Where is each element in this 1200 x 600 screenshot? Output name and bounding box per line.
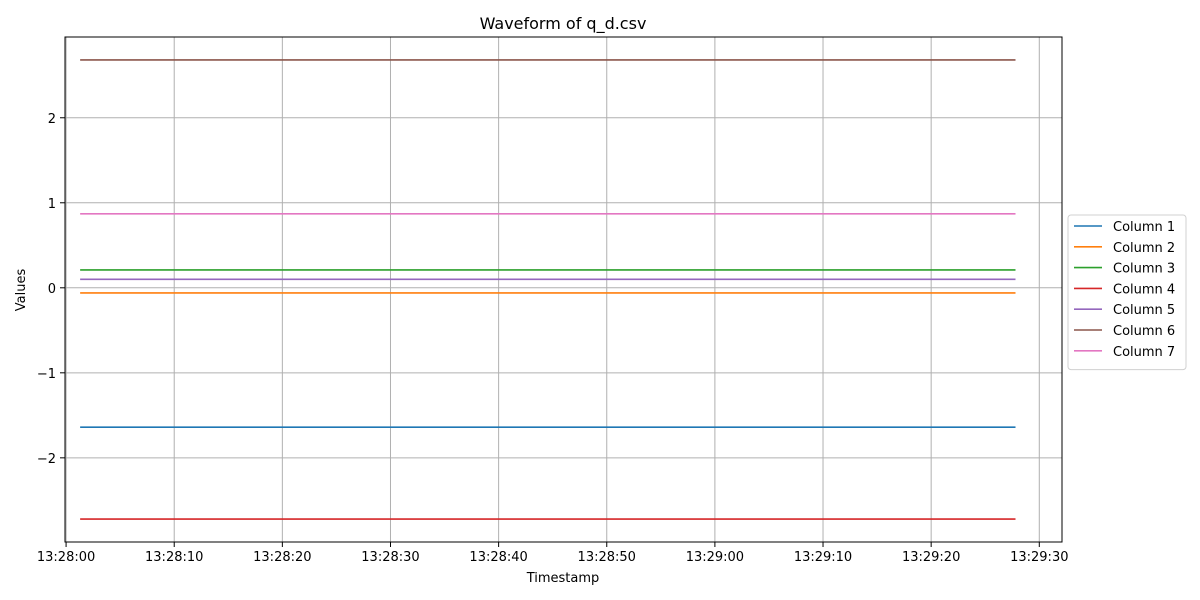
legend-box: [1067, 214, 1187, 371]
grid: [65, 37, 1062, 542]
y-axis-ticks: −2 −1 0 1 2: [37, 112, 65, 467]
legend-label-5: Column 5: [1113, 303, 1175, 318]
plot-area-frame: [64, 36, 1063, 543]
chart-title: Waveform of q_d.csv: [480, 14, 647, 34]
x-tick-label: 13:28:50: [578, 550, 636, 565]
y-tick-label: 0: [48, 282, 56, 297]
y-tick-label: −2: [37, 452, 56, 467]
y-tick-label: 2: [48, 112, 56, 127]
x-tick-label: 13:28:30: [361, 550, 419, 565]
legend-label-7: Column 7: [1113, 345, 1175, 360]
legend-label-1: Column 1: [1113, 220, 1175, 235]
legend-label-2: Column 2: [1113, 241, 1175, 256]
legend-label-3: Column 3: [1113, 262, 1175, 277]
y-tick-label: 1: [48, 197, 56, 212]
x-axis-ticks: 13:28:00 13:28:10 13:28:20 13:28:30 13:28:40…: [37, 542, 1068, 565]
y-axis-label: Values: [14, 269, 29, 312]
x-tick-label: 13:28:40: [469, 550, 527, 565]
x-tick-label: 13:29:00: [686, 550, 744, 565]
x-tick-label: 13:28:00: [37, 550, 95, 565]
x-tick-label: 13:29:10: [794, 550, 852, 565]
legend-label-4: Column 4: [1113, 282, 1175, 297]
legend: Column 1 Column 2 Column 3 Column 4 Column 5…: [1067, 214, 1187, 371]
legend-label-6: Column 6: [1113, 324, 1175, 339]
y-tick-label: −1: [37, 367, 56, 382]
x-tick-label: 13:28:10: [145, 550, 203, 565]
x-tick-label: 13:28:20: [253, 550, 311, 565]
x-axis-label: Timestamp: [526, 571, 600, 586]
x-tick-label: 13:29:30: [1010, 550, 1068, 565]
series-lines: [80, 59, 1016, 520]
x-tick-label: 13:29:20: [902, 550, 960, 565]
